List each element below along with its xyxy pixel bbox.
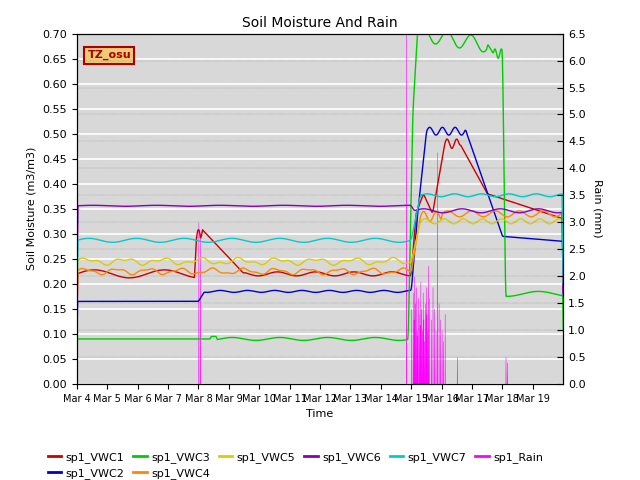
Title: Soil Moisture And Rain: Soil Moisture And Rain: [242, 16, 398, 30]
Text: TZ_osu: TZ_osu: [88, 50, 131, 60]
X-axis label: Time: Time: [307, 409, 333, 419]
Y-axis label: Rain (mm): Rain (mm): [593, 180, 602, 238]
Legend: sp1_VWC1, sp1_VWC2, sp1_VWC3, sp1_VWC4, sp1_VWC5, sp1_VWC6, sp1_VWC7, sp1_Rain: sp1_VWC1, sp1_VWC2, sp1_VWC3, sp1_VWC4, …: [44, 447, 548, 480]
Y-axis label: Soil Moisture (m3/m3): Soil Moisture (m3/m3): [27, 147, 36, 271]
